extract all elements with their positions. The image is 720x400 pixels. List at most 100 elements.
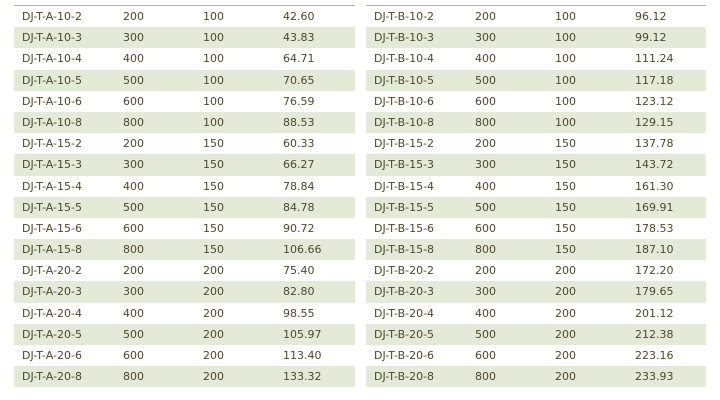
- value-cell: 161.30: [635, 179, 674, 193]
- model-cell: DJ-T-B-10-2: [374, 10, 435, 23]
- table-row: DJ-T-A-10-2 200 100 42.60: [14, 6, 355, 27]
- value-cell: 66.27: [283, 158, 315, 172]
- value-cell: 111.24: [635, 52, 674, 66]
- length-cell: 200: [123, 137, 144, 151]
- table-row: DJ-T-B-10-6 600 100 123.12: [366, 91, 706, 112]
- model-cell: DJ-T-B-20-4: [374, 306, 435, 320]
- value-cell: 113.40: [283, 349, 322, 362]
- width-cell: 100: [203, 115, 224, 129]
- model-cell: DJ-T-B-15-8: [374, 243, 435, 257]
- length-cell: 600: [123, 349, 144, 362]
- model-cell: DJ-T-A-10-4: [22, 52, 82, 66]
- model-cell: DJ-T-A-15-5: [22, 200, 82, 214]
- width-cell: 200: [203, 306, 224, 320]
- model-cell: DJ-T-A-20-4: [22, 306, 82, 320]
- model-cell: DJ-T-B-20-2: [374, 264, 435, 278]
- value-cell: 117.18: [635, 73, 674, 87]
- width-cell: 100: [555, 10, 576, 23]
- model-cell: DJ-T-B-10-5: [374, 73, 435, 87]
- width-cell: 200: [555, 285, 576, 299]
- width-cell: 150: [203, 221, 224, 235]
- model-cell: DJ-T-A-20-2: [22, 264, 82, 278]
- value-cell: 129.15: [635, 115, 674, 129]
- table-row: DJ-T-A-20-8 800 200 133.32: [14, 366, 355, 388]
- length-cell: 200: [123, 10, 144, 23]
- model-cell: DJ-T-B-15-4: [374, 179, 435, 193]
- value-cell: 43.83: [283, 31, 315, 45]
- length-cell: 300: [123, 158, 144, 172]
- table-row: DJ-T-A-10-5 500 100 70.65: [14, 69, 355, 91]
- table-row: DJ-T-B-15-8 800 150 187.10: [366, 239, 706, 261]
- value-cell: 143.72: [635, 158, 674, 172]
- value-cell: 75.40: [283, 264, 315, 278]
- model-cell: DJ-T-B-15-5: [374, 200, 435, 214]
- model-cell: DJ-T-A-10-6: [22, 94, 82, 108]
- model-cell: DJ-T-B-20-5: [374, 327, 435, 341]
- width-cell: 200: [203, 327, 224, 341]
- value-cell: 84.78: [283, 200, 315, 214]
- model-cell: DJ-T-B-10-4: [374, 52, 435, 66]
- width-cell: 200: [555, 306, 576, 320]
- length-cell: 400: [475, 306, 496, 320]
- table-row: DJ-T-A-10-4 400 100 64.71: [14, 48, 355, 69]
- model-cell: DJ-T-B-20-6: [374, 349, 435, 362]
- width-cell: 150: [203, 243, 224, 257]
- table-row: DJ-T-A-20-4 400 200 98.55: [14, 303, 355, 324]
- length-cell: 300: [123, 285, 144, 299]
- model-cell: DJ-T-A-20-8: [22, 370, 82, 384]
- table-row: DJ-T-B-15-4 400 150 161.30: [366, 176, 706, 197]
- length-cell: 200: [475, 10, 496, 23]
- value-cell: 137.78: [635, 137, 674, 151]
- value-cell: 187.10: [635, 243, 674, 257]
- model-cell: DJ-T-B-20-8: [374, 370, 435, 384]
- length-cell: 500: [123, 327, 144, 341]
- width-cell: 150: [555, 221, 576, 235]
- model-cell: DJ-T-A-15-3: [22, 158, 82, 172]
- model-cell: DJ-T-B-20-3: [374, 285, 435, 299]
- model-cell: DJ-T-B-10-8: [374, 115, 435, 129]
- table-row: DJ-T-B-10-5 500 100 117.18: [366, 69, 706, 91]
- length-cell: 800: [475, 243, 496, 257]
- length-cell: 600: [475, 94, 496, 108]
- value-cell: 76.59: [283, 94, 315, 108]
- length-cell: 800: [123, 370, 144, 384]
- table-row: DJ-T-B-10-8 800 100 129.15: [366, 111, 706, 134]
- length-cell: 600: [475, 349, 496, 362]
- value-cell: 169.91: [635, 200, 674, 214]
- table-row: DJ-T-A-15-8 800 150 106.66: [14, 239, 355, 261]
- length-cell: 600: [123, 94, 144, 108]
- length-cell: 200: [475, 137, 496, 151]
- width-cell: 100: [203, 94, 224, 108]
- model-cell: DJ-T-B-15-2: [374, 137, 435, 151]
- table-row: DJ-T-A-20-2 200 200 75.40: [14, 260, 355, 281]
- table-row: DJ-T-A-20-5 500 200 105.97: [14, 323, 355, 345]
- value-cell: 105.97: [283, 327, 322, 341]
- table-row: DJ-T-B-20-2 200 200 172.20: [366, 260, 706, 281]
- table-row: DJ-T-A-10-6 600 100 76.59: [14, 91, 355, 112]
- value-cell: 201.12: [635, 306, 674, 320]
- length-cell: 500: [475, 73, 496, 87]
- model-cell: DJ-T-A-10-8: [22, 115, 82, 129]
- value-cell: 98.55: [283, 306, 315, 320]
- width-cell: 200: [203, 285, 224, 299]
- width-cell: 100: [203, 10, 224, 23]
- width-cell: 200: [555, 349, 576, 362]
- width-cell: 200: [203, 349, 224, 362]
- length-cell: 800: [123, 115, 144, 129]
- width-cell: 150: [203, 137, 224, 151]
- model-cell: DJ-T-B-15-6: [374, 221, 435, 235]
- length-cell: 400: [475, 52, 496, 66]
- value-cell: 178.53: [635, 221, 674, 235]
- width-cell: 100: [555, 115, 576, 129]
- table-row: DJ-T-A-20-3 300 200 82.80: [14, 281, 355, 303]
- value-cell: 60.33: [283, 137, 315, 151]
- table-row: DJ-T-B-15-2 200 150 137.78: [366, 133, 706, 154]
- model-cell: DJ-T-A-20-3: [22, 285, 82, 299]
- value-cell: 90.72: [283, 221, 315, 235]
- model-cell: DJ-T-B-10-6: [374, 94, 435, 108]
- width-cell: 200: [203, 264, 224, 278]
- table-row: DJ-T-B-20-8 800 200 233.93: [366, 366, 706, 388]
- width-cell: 150: [203, 158, 224, 172]
- value-cell: 172.20: [635, 264, 674, 278]
- table-row: DJ-T-A-20-6 600 200 113.40: [14, 345, 355, 366]
